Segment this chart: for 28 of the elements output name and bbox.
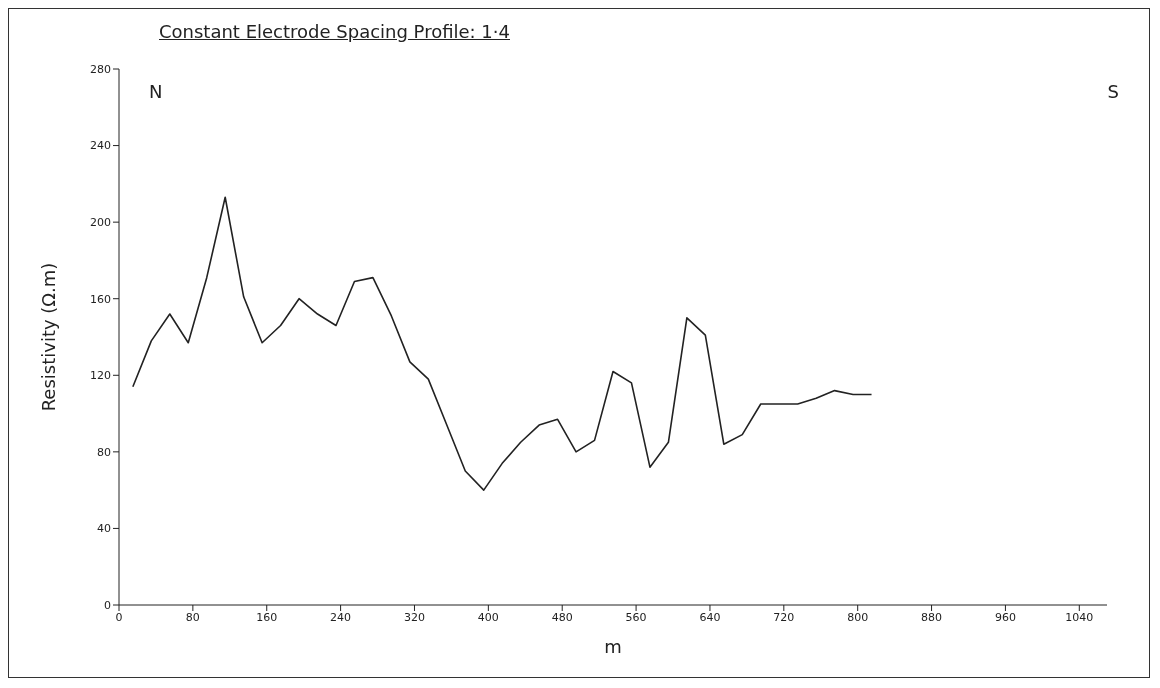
annotation: N: [149, 81, 163, 102]
y-tick-label: 280: [90, 62, 111, 76]
x-tick-label: 880: [921, 610, 943, 624]
x-tick-label: 480: [551, 610, 573, 624]
x-tick-label: 160: [256, 610, 278, 624]
y-tick-label: 0: [104, 598, 111, 612]
text: S: [1107, 81, 1119, 102]
x-tick-label: 240: [330, 610, 352, 624]
line-series: [132, 196, 873, 491]
y-tick-label: 80: [97, 445, 111, 459]
chart-title: Constant Electrode Spacing Profile: 1·4: [159, 21, 510, 42]
y-tick-label: 120: [90, 369, 111, 383]
x-tick-label: 800: [847, 610, 869, 624]
y-tick-label: 40: [97, 522, 111, 536]
y-tick-label: 160: [90, 292, 111, 306]
x-tick-label: 400: [477, 610, 499, 624]
x-tick-label: 0: [115, 610, 123, 624]
x-tick-label: 1040: [1065, 610, 1094, 624]
y-tick-label: 240: [90, 139, 111, 153]
x-tick-label: 960: [994, 610, 1016, 624]
y-axis-title: Resistivity (Ω.m): [38, 262, 60, 412]
x-tick-label: 80: [185, 610, 200, 624]
x-tick-label: 640: [699, 610, 721, 624]
x-axis-title: m: [604, 636, 622, 657]
x-tick-label: 720: [773, 610, 795, 624]
x-tick-label: 320: [403, 610, 425, 624]
x-tick-label: 560: [625, 610, 647, 624]
y-tick-label: 200: [90, 216, 111, 230]
